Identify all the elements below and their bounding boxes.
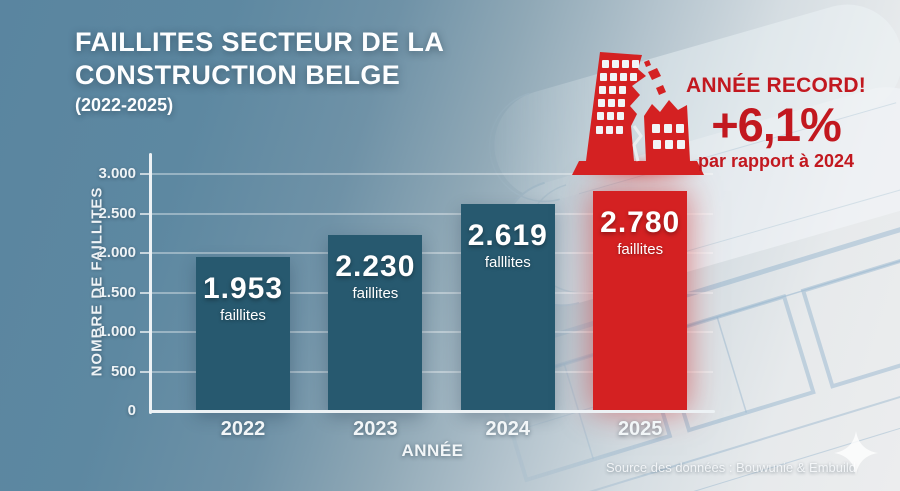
bar-value-label: 2.619 (467, 219, 548, 253)
x-tick-label: 2023 (353, 418, 398, 440)
title-subtitle: (2022-2025) (75, 95, 174, 115)
y-tick-label: 3.000 (98, 165, 136, 182)
x-tick-label: 2022 (220, 418, 266, 440)
gridline (152, 370, 713, 373)
y-tick-label: 1.000 (98, 323, 136, 340)
gridline (152, 212, 713, 215)
y-tick-mark (140, 252, 152, 254)
gridline (152, 291, 713, 294)
x-axis-line (149, 410, 715, 413)
page-title: FAILLITES SECTEUR DE LA CONSTRUCTION BEL… (75, 26, 444, 116)
bar-2024: 2.619 falllites (460, 204, 555, 411)
y-tick-mark (140, 291, 152, 294)
y-tick-label: 1.500 (98, 283, 136, 301)
bar-value-label: 1.953 (202, 271, 284, 305)
record-heading: ANNÉE RECORD! (686, 74, 866, 97)
gridline (152, 173, 713, 175)
x-tick-label: 2025 (617, 418, 663, 440)
bar-value-label: 2.230 (335, 249, 416, 283)
bar-unit-label: faillites (220, 306, 266, 324)
y-tick-label: 0 (127, 402, 136, 419)
title-line1: FAILLITES SECTEUR DE LA (75, 27, 445, 57)
y-tick-mark (140, 173, 152, 175)
bar-unit-label: falllites (484, 254, 531, 272)
source-text: Source des données : Bouwunie & Embuild (605, 460, 856, 475)
y-tick-label: 2.500 (98, 204, 136, 222)
gridline (152, 331, 713, 333)
y-tick-label: 500 (110, 362, 136, 380)
bar-2023: 2.230 faillites (328, 234, 423, 411)
record-percent: +6,1% (711, 98, 842, 151)
gridline (152, 252, 713, 254)
bar-value-label: 2.780 (600, 206, 681, 240)
bar-2025: 2.780 faillites (593, 191, 688, 411)
record-caption: par rapport à 2024 (697, 150, 855, 171)
record-text-block: ANNÉE RECORD! +6,1% par rapport à 2024 (676, 74, 876, 172)
y-axis-line (149, 153, 152, 414)
y-tick-mark (140, 212, 152, 215)
bar-unit-label: faillites (352, 284, 399, 302)
bar-unit-label: faillites (617, 241, 664, 259)
collapsing-building-icon (572, 52, 704, 175)
y-tick-mark (140, 370, 152, 373)
y-tick-label: 2.000 (98, 244, 136, 261)
bar-2022: 1.953 faillites (196, 256, 290, 411)
title-line2: CONSTRUCTION BELGE (75, 60, 401, 90)
x-tick-label: 2024 (485, 418, 531, 440)
y-tick-mark (140, 331, 152, 333)
x-axis-title: ANNÉE (401, 441, 464, 460)
sparkle-icon (834, 431, 878, 475)
